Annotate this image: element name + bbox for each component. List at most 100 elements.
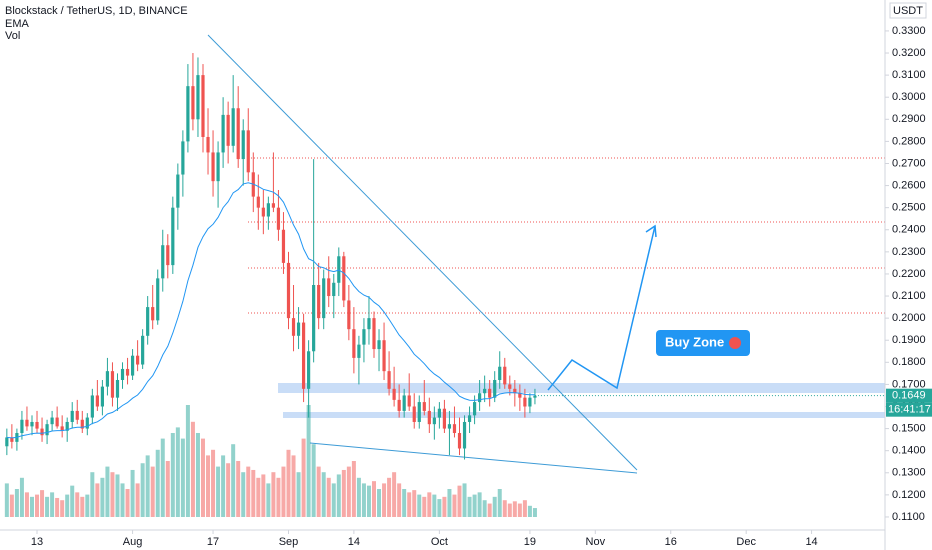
candle-body (533, 395, 537, 398)
volume-bar (361, 483, 366, 517)
volume-bar (65, 494, 70, 517)
volume-bar (50, 492, 55, 517)
volume-bar (402, 489, 407, 517)
candle-body (130, 355, 135, 376)
candle-body (30, 421, 34, 427)
volume-bar (226, 463, 231, 517)
volume-bar (231, 444, 236, 517)
candle-body (221, 114, 225, 153)
candle-body (226, 114, 230, 146)
volume-bar (105, 466, 110, 517)
candle-body (120, 368, 125, 380)
volume-bar (271, 472, 276, 517)
candle-body (246, 130, 250, 173)
volume-bar (175, 427, 180, 517)
y-tick-label: 0.3200 (892, 47, 926, 59)
volume-bar (301, 438, 306, 517)
candle-body (342, 256, 346, 301)
candle-body (146, 307, 150, 336)
volume-bar (502, 500, 507, 517)
y-tick-label: 0.3100 (892, 69, 926, 81)
y-tick-label: 0.1700 (892, 378, 926, 390)
volume-bar (145, 455, 150, 517)
candle-body (427, 410, 431, 425)
candle-body (110, 371, 115, 398)
y-tick-label: 0.3000 (892, 91, 926, 103)
y-tick-label: 0.1200 (892, 489, 926, 501)
volume-bar (472, 494, 477, 517)
volume-bar (29, 496, 34, 517)
candle-body (55, 417, 59, 427)
y-tick-label: 0.2400 (892, 224, 926, 236)
volume-bar (70, 485, 75, 517)
candle-body (296, 322, 301, 336)
candle-body (50, 417, 54, 425)
volume-bar (211, 449, 216, 517)
y-tick-label: 0.1800 (892, 356, 926, 368)
y-tick-label: 0.2100 (892, 290, 926, 302)
y-tick-label: 0.2600 (892, 179, 926, 191)
volume-bar (417, 494, 422, 517)
price-axis (885, 0, 932, 550)
plot (4, 53, 537, 517)
y-tick-label: 0.3300 (892, 25, 926, 37)
candle-body (347, 300, 351, 330)
ema-line (6, 182, 535, 439)
volume-bar (40, 490, 45, 517)
y-tick-label: 0.1300 (892, 467, 926, 479)
volume-bar (306, 405, 311, 517)
candle-body (332, 282, 336, 297)
volume-bar (487, 503, 492, 517)
volume-bar (9, 494, 14, 517)
volume-bar (140, 463, 145, 517)
candle-body (10, 437, 14, 442)
y-tick-label: 0.2000 (892, 312, 926, 324)
candle-body (327, 278, 331, 297)
volume-bar (467, 496, 472, 517)
volume-bar (346, 466, 351, 517)
candle-body (397, 399, 401, 411)
candle-body (337, 256, 341, 283)
volume-bar (442, 496, 447, 517)
volume-bar (55, 497, 60, 517)
y-tick-label: 0.2300 (892, 246, 926, 258)
x-tick-label: Dec (736, 536, 756, 548)
volume-bar (371, 481, 376, 517)
volume-bar (397, 483, 402, 517)
volume-bar (276, 477, 281, 517)
candle-body (40, 428, 44, 436)
candle-body (206, 136, 210, 153)
candle-body (35, 421, 39, 429)
volume-bar (206, 455, 211, 517)
candle-body (447, 424, 452, 429)
candle-body (357, 344, 361, 358)
candle-body (462, 421, 467, 449)
volume-bar (241, 472, 246, 517)
candle-body (45, 424, 49, 436)
candle-body (20, 419, 24, 434)
y-tick-label: 0.2900 (892, 113, 926, 125)
zone (283, 412, 885, 418)
volume-bar (532, 508, 537, 517)
candle-body (75, 410, 79, 420)
candle-body (437, 408, 441, 418)
currency-box (889, 2, 927, 19)
candle-body (100, 386, 105, 407)
candle-body (467, 415, 472, 422)
x-tick-label: 19 (524, 536, 536, 548)
volume-bar (296, 472, 301, 517)
candle-body (266, 203, 270, 217)
y-tick-label: 0.1500 (892, 423, 926, 435)
volume-bar (281, 466, 286, 517)
candle-body (312, 284, 316, 352)
volume-bar (492, 496, 497, 517)
candle-body (503, 366, 507, 385)
last-price-tag (886, 388, 932, 403)
candle-body (156, 278, 160, 321)
volume-bar (462, 483, 467, 517)
volume-bar (246, 466, 251, 517)
candle-body (256, 196, 260, 208)
volume-bar (321, 472, 326, 517)
candle-body (105, 371, 110, 387)
candle-body (432, 417, 436, 425)
